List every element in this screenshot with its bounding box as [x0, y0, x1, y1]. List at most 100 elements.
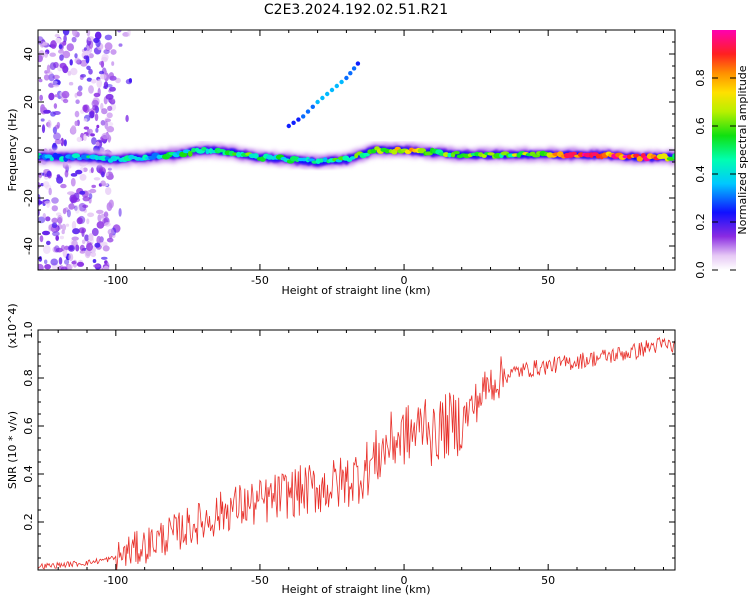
noise-speckle: [88, 233, 94, 242]
colorbar-gradient: [712, 30, 736, 270]
noise-speckle: [100, 102, 104, 111]
noise-speckle: [79, 250, 86, 254]
noise-speckle: [125, 114, 129, 123]
trace-blob: [307, 158, 316, 162]
noise-speckle: [115, 77, 121, 84]
secondary-trace-point: [301, 114, 306, 119]
noise-speckle: [81, 228, 85, 238]
trace-blob: [205, 148, 210, 155]
noise-speckle: [87, 128, 93, 135]
noise-speckle: [127, 30, 131, 37]
secondary-trace-point: [320, 95, 325, 101]
x-tick-label: -50: [251, 274, 269, 287]
noise-speckle: [92, 259, 97, 263]
y-tick-label: 40: [22, 47, 35, 61]
noise-speckle: [105, 187, 112, 195]
noise-speckle: [87, 36, 95, 42]
trace-blob: [216, 149, 226, 153]
noise-speckle: [62, 30, 70, 36]
trace-blob: [319, 158, 324, 163]
noise-speckle: [101, 108, 108, 115]
noise-speckle: [47, 119, 52, 129]
noise-speckle: [74, 120, 78, 127]
secondary-trace-point: [334, 83, 339, 89]
noise-speckle: [81, 239, 86, 245]
noise-speckle: [49, 52, 56, 57]
noise-speckle: [107, 228, 115, 236]
noise-speckle: [108, 72, 114, 80]
noise-speckle: [51, 222, 58, 229]
noise-speckle: [96, 221, 105, 229]
noise-speckle: [53, 103, 58, 109]
noise-speckle: [68, 253, 74, 262]
noise-speckle: [94, 31, 102, 40]
noise-speckle: [42, 245, 51, 254]
trace-blob: [571, 151, 577, 155]
secondary-trace-point: [310, 104, 315, 110]
noise-speckle: [42, 181, 50, 188]
trace-blob: [636, 156, 643, 162]
noise-speckle: [82, 104, 88, 113]
noise-speckle: [76, 217, 83, 225]
noise-speckle: [83, 47, 87, 51]
noise-speckle: [100, 60, 105, 68]
noise-speckle: [106, 112, 113, 119]
noise-speckle: [91, 99, 99, 108]
noise-speckle: [44, 259, 48, 265]
noise-speckle: [102, 245, 110, 252]
noise-speckle: [100, 180, 106, 187]
noise-speckle: [60, 183, 67, 189]
x-tick-label: 50: [541, 274, 555, 287]
snr-plot-area: [38, 330, 675, 570]
noise-speckle: [70, 173, 78, 177]
noise-speckle: [67, 263, 74, 270]
noise-speckle: [110, 49, 117, 55]
colorbar-tick-label: 0.8: [694, 69, 707, 87]
x-tick-label: 50: [541, 574, 555, 587]
noise-speckle: [96, 124, 100, 129]
noise-speckle: [107, 167, 112, 171]
noise-speckle: [76, 261, 85, 267]
noise-speckle: [93, 92, 101, 98]
noise-speckle: [96, 79, 102, 88]
snr-y-axis-label: SNR (10 * v/v): [6, 411, 19, 489]
snr-y-multiplier: (x10^4): [6, 303, 19, 348]
noise-speckle: [98, 70, 105, 75]
noise-speckle: [38, 55, 43, 63]
spectrogram-panel: -100 -50 0 50 -40 -20 0 20 40 Height of straigh…: [6, 29, 676, 297]
colorbar-tick-label: 0.2: [694, 213, 707, 231]
noise-speckle: [106, 237, 114, 243]
noise-speckle: [105, 84, 113, 88]
secondary-trace-point: [339, 79, 344, 85]
noise-speckle: [71, 260, 77, 265]
noise-speckle: [41, 42, 48, 46]
noise-speckle: [105, 93, 114, 100]
spectrogram-y-axis-label: Frequency (Hz): [6, 109, 19, 192]
trace-blob: [322, 157, 328, 163]
noise-speckle: [44, 200, 52, 205]
noise-speckle: [90, 133, 95, 137]
secondary-trace-point: [305, 109, 311, 114]
noise-speckle: [54, 139, 62, 145]
y-tick-label: 0: [22, 147, 35, 154]
trace-blob: [76, 156, 83, 161]
secondary-trace-point: [325, 91, 330, 97]
spectrogram-x-axis: -100 -50 0 50: [57, 30, 664, 287]
noise-speckle: [62, 50, 71, 59]
noise-speckle: [72, 30, 77, 37]
secondary-trace-point: [296, 117, 301, 122]
trace-blob: [672, 153, 675, 160]
trace-blob: [253, 153, 259, 159]
colorbar-tick-label: 0.4: [694, 165, 707, 183]
noise-speckle: [45, 216, 51, 222]
noise-speckle: [67, 244, 75, 252]
noise-speckle: [44, 70, 48, 74]
noise-speckle: [48, 187, 52, 196]
noise-speckle: [83, 118, 88, 122]
colorbar-tick-label: 0.0: [694, 261, 707, 279]
noise-speckle: [79, 190, 86, 195]
noise-speckle: [70, 125, 77, 134]
x-tick-label: -100: [103, 574, 128, 587]
noise-speckle: [44, 51, 48, 58]
